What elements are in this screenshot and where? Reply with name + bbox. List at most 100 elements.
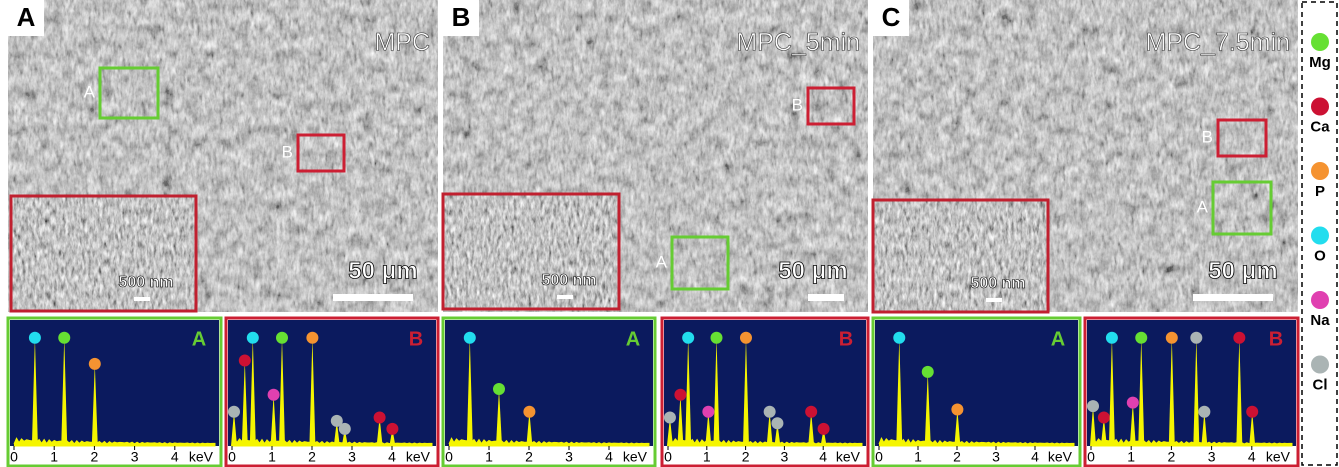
peak-marker bbox=[922, 366, 934, 378]
scale-label: 50 μm bbox=[1208, 257, 1277, 284]
inset-image bbox=[11, 196, 196, 311]
peak-marker bbox=[374, 412, 386, 424]
inset-image bbox=[873, 200, 1048, 312]
peak-marker bbox=[740, 332, 752, 344]
legend-label: Ca bbox=[1310, 118, 1330, 135]
peak-marker bbox=[1106, 332, 1118, 344]
peak-marker bbox=[818, 423, 830, 435]
roi-label: B bbox=[792, 95, 803, 114]
x-tick-label: 3 bbox=[131, 449, 139, 465]
roi-label: A bbox=[656, 252, 668, 271]
peak-marker bbox=[771, 417, 783, 429]
x-tick-label: 2 bbox=[91, 449, 99, 465]
scale-bar bbox=[1193, 294, 1273, 301]
roi-label: B bbox=[1202, 127, 1213, 146]
peak-marker bbox=[339, 423, 351, 435]
inset-scale-bar bbox=[134, 297, 150, 301]
peak-marker bbox=[702, 406, 714, 418]
peak-marker bbox=[58, 332, 70, 344]
x-tick-label: 2 bbox=[308, 449, 316, 465]
x-tick-label: 0 bbox=[664, 449, 672, 465]
scale-bar bbox=[333, 294, 413, 301]
x-tick-label: 1 bbox=[1127, 449, 1135, 465]
x-tick-label: 1 bbox=[485, 449, 493, 465]
x-tick-label: 0 bbox=[10, 449, 18, 465]
x-axis-unit: keV bbox=[836, 449, 861, 465]
peak-marker bbox=[1246, 406, 1258, 418]
spectrum-label: A bbox=[626, 328, 640, 350]
x-axis-unit: keV bbox=[1266, 449, 1291, 465]
peak-marker bbox=[1087, 400, 1099, 412]
spectrum-plot bbox=[664, 320, 866, 446]
legend-label: Mg bbox=[1309, 54, 1331, 71]
x-axis-unit: keV bbox=[406, 449, 431, 465]
page: A MPC A B 500 nm 50 μm A 0 1 2 3 4 keV B 0 1 2 3 4 keV B MPC_… bbox=[0, 0, 1339, 467]
roi-label: A bbox=[1197, 197, 1209, 216]
x-tick-label: 0 bbox=[875, 449, 883, 465]
inset-scale-bar bbox=[557, 295, 573, 299]
legend-label: O bbox=[1314, 247, 1326, 264]
inset-scale-label: 500 nm bbox=[541, 272, 596, 289]
peak-marker bbox=[29, 332, 41, 344]
peak-marker bbox=[239, 355, 251, 367]
peak-marker bbox=[1127, 397, 1139, 409]
legend-swatch bbox=[1311, 33, 1329, 51]
inset-scale-label: 500 nm bbox=[118, 274, 173, 291]
peak-marker bbox=[1166, 332, 1178, 344]
legend-swatch bbox=[1311, 356, 1329, 374]
x-tick-label: 4 bbox=[605, 449, 613, 465]
x-tick-label: 2 bbox=[525, 449, 533, 465]
panel-title: MPC bbox=[374, 29, 430, 57]
scale-label: 50 μm bbox=[348, 257, 417, 284]
x-tick-label: 0 bbox=[1087, 449, 1095, 465]
x-tick-label: 3 bbox=[1208, 449, 1216, 465]
spectrum-plot bbox=[10, 320, 219, 446]
x-tick-label: 2 bbox=[1168, 449, 1176, 465]
peak-marker bbox=[1135, 332, 1147, 344]
x-tick-label: 3 bbox=[781, 449, 789, 465]
peak-marker bbox=[682, 332, 694, 344]
x-tick-label: 4 bbox=[1031, 449, 1039, 465]
panel-title: MPC_5min bbox=[736, 29, 860, 57]
panel-title: MPC_7.5min bbox=[1146, 29, 1291, 57]
legend-swatch bbox=[1311, 291, 1329, 309]
peak-marker bbox=[247, 332, 259, 344]
peak-marker bbox=[951, 404, 963, 416]
x-tick-label: 3 bbox=[565, 449, 573, 465]
peak-marker bbox=[306, 332, 318, 344]
spectrum-label: B bbox=[1269, 328, 1283, 350]
scale-label: 50 μm bbox=[778, 257, 847, 284]
x-tick-label: 4 bbox=[819, 449, 827, 465]
inset-image bbox=[443, 194, 619, 309]
peak-marker bbox=[1233, 332, 1245, 344]
peak-marker bbox=[228, 406, 240, 418]
spectrum-label: B bbox=[839, 328, 853, 350]
legend-swatch bbox=[1311, 162, 1329, 180]
legend-label: P bbox=[1315, 183, 1325, 200]
spectrum-plot bbox=[228, 320, 436, 446]
peak-marker bbox=[764, 406, 776, 418]
spectrum-label: A bbox=[192, 328, 206, 350]
spectrum-label: B bbox=[409, 328, 423, 350]
panel-label: B bbox=[452, 2, 471, 32]
inset-scale-label: 500 nm bbox=[970, 275, 1025, 292]
peak-marker bbox=[464, 332, 476, 344]
spectrum-label: A bbox=[1051, 328, 1065, 350]
roi-label: B bbox=[282, 142, 293, 161]
peak-marker bbox=[664, 412, 676, 424]
x-tick-label: 3 bbox=[992, 449, 1000, 465]
peak-marker bbox=[893, 332, 905, 344]
x-tick-label: 3 bbox=[348, 449, 356, 465]
legend-swatch bbox=[1311, 98, 1329, 116]
x-tick-label: 2 bbox=[953, 449, 961, 465]
x-axis-unit: keV bbox=[189, 449, 214, 465]
inset-scale-bar bbox=[986, 298, 1002, 302]
legend-label: Cl bbox=[1313, 376, 1328, 393]
peak-marker bbox=[276, 332, 288, 344]
x-tick-label: 4 bbox=[388, 449, 396, 465]
peak-marker bbox=[523, 406, 535, 418]
roi-label: A bbox=[84, 82, 96, 101]
x-tick-label: 1 bbox=[268, 449, 276, 465]
peak-marker bbox=[1198, 406, 1210, 418]
legend-label: Na bbox=[1310, 312, 1330, 329]
